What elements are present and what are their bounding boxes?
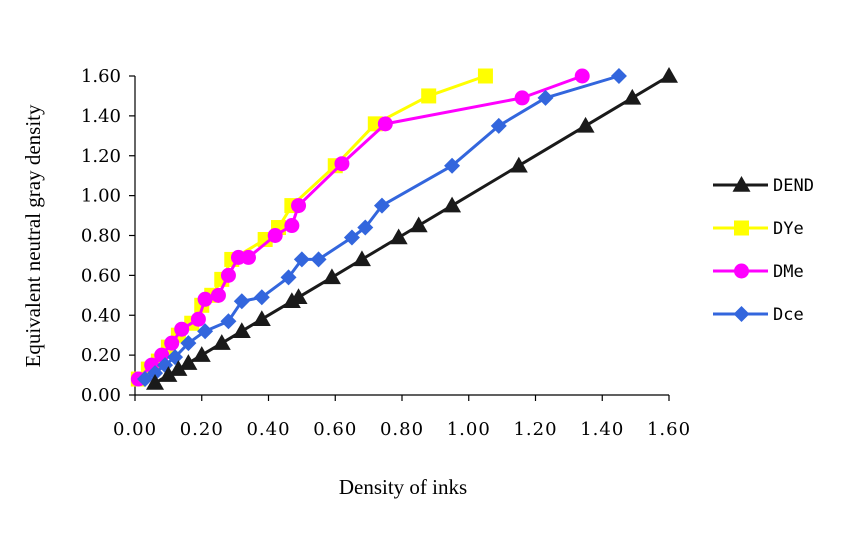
data-point-dce: [197, 323, 214, 340]
x-ticks: 0.00 0.20 0.40 0.60 0.80 1.00 1.20 1.40 1.60: [113, 395, 691, 440]
data-point-dend: [576, 116, 595, 133]
data-point-dce: [610, 68, 627, 84]
data-point-dme: [220, 267, 236, 283]
data-point-dend: [179, 354, 198, 370]
data-point-dend: [509, 156, 528, 173]
data-point-dme: [190, 311, 206, 327]
data-point-dme: [240, 249, 256, 265]
data-point-dme: [174, 321, 190, 337]
data-point-dce: [537, 89, 554, 106]
data-point-dce: [310, 251, 327, 268]
data-point-dend: [169, 360, 188, 376]
data-point-dme: [267, 228, 283, 243]
data-point-dend: [389, 228, 408, 245]
data-point-dme: [197, 291, 213, 307]
data-point-dce: [220, 313, 237, 330]
y-tick-label: 0.00: [81, 385, 121, 406]
series-layer: [130, 67, 678, 390]
data-point-dend: [289, 288, 308, 305]
data-point-dme: [284, 218, 300, 234]
legend-item-dce: Dce: [713, 305, 804, 325]
data-point-dce: [444, 157, 461, 174]
series-line-dye: [137, 74, 486, 381]
legend-marker-dend: [732, 176, 751, 192]
data-point-dme: [377, 116, 393, 132]
data-point-dce: [280, 269, 297, 286]
x-tick-label: 0.80: [380, 419, 424, 440]
x-tick-label: 0.40: [246, 419, 290, 440]
x-axis-title: Density of inks: [339, 475, 467, 499]
data-point-dend: [146, 374, 165, 390]
data-point-dce: [180, 335, 197, 352]
data-point-dme: [164, 335, 180, 351]
legend-label-dce: Dce: [773, 305, 804, 325]
series-dce: [137, 68, 627, 388]
legend-marker-dme: [734, 263, 749, 279]
y-tick-label: 1.40: [81, 106, 121, 127]
legend-item-dme: DMe: [713, 262, 804, 282]
data-point-dend: [232, 322, 251, 338]
data-point-dend: [192, 346, 211, 362]
x-tick-label: 1.00: [447, 419, 491, 440]
data-point-dce: [233, 293, 250, 310]
data-point-dce: [147, 365, 164, 382]
data-point-dend: [159, 366, 178, 382]
y-tick-label: 0.40: [81, 305, 121, 326]
y-ticks: 0.00 0.20 0.40 0.60 0.80 1.00 1.20 1.40 1.60: [81, 66, 135, 406]
x-tick-label: 1.40: [580, 419, 624, 440]
legend-label-dend: DEND: [773, 176, 814, 196]
data-point-dend: [443, 196, 462, 213]
data-point-dme: [291, 198, 307, 214]
x-tick-label: 0.00: [113, 419, 157, 440]
x-tick-label: 0.20: [180, 419, 224, 440]
x-tick-label: 0.60: [313, 419, 357, 440]
y-tick-label: 1.20: [81, 146, 121, 167]
data-point-dme: [334, 156, 350, 172]
y-tick-label: 1.00: [81, 186, 121, 207]
data-point-dce: [357, 219, 374, 236]
data-point-dme: [514, 90, 530, 106]
y-tick-label: 0.60: [81, 265, 121, 286]
data-point-dme: [210, 287, 226, 303]
y-tick-label: 0.80: [81, 226, 121, 247]
legend-label-dme: DMe: [773, 262, 804, 282]
series-dend: [146, 67, 678, 390]
legend: DEND DYe DMe Dce: [713, 176, 814, 325]
data-point-dce: [490, 117, 507, 134]
data-point-dend: [252, 310, 271, 326]
legend-item-dye: DYe: [713, 219, 804, 239]
legend-marker-dce: [733, 306, 750, 322]
data-point-dce: [293, 251, 310, 268]
x-tick-label: 1.60: [647, 419, 691, 440]
data-point-dce: [167, 349, 184, 366]
data-point-dend: [322, 268, 341, 285]
legend-marker-dye: [734, 220, 749, 236]
data-point-dend: [212, 334, 231, 350]
data-point-dce: [373, 197, 390, 214]
legend-item-dend: DEND: [713, 176, 814, 196]
data-point-dye: [477, 68, 493, 84]
y-axis-title: Equivalent neutral gray density: [21, 104, 45, 368]
x-tick-label: 1.20: [513, 419, 557, 440]
data-point-dme: [574, 68, 590, 84]
legend-label-dye: DYe: [773, 219, 804, 239]
data-point-dend: [352, 250, 371, 267]
data-point-dye: [421, 88, 437, 104]
data-point-dce: [253, 289, 270, 306]
data-point-dend: [623, 88, 642, 105]
y-tick-label: 1.60: [81, 66, 121, 87]
data-point-dend: [409, 216, 428, 233]
data-point-dend: [660, 67, 678, 83]
data-point-dce: [343, 229, 360, 246]
y-tick-label: 0.20: [81, 345, 121, 366]
